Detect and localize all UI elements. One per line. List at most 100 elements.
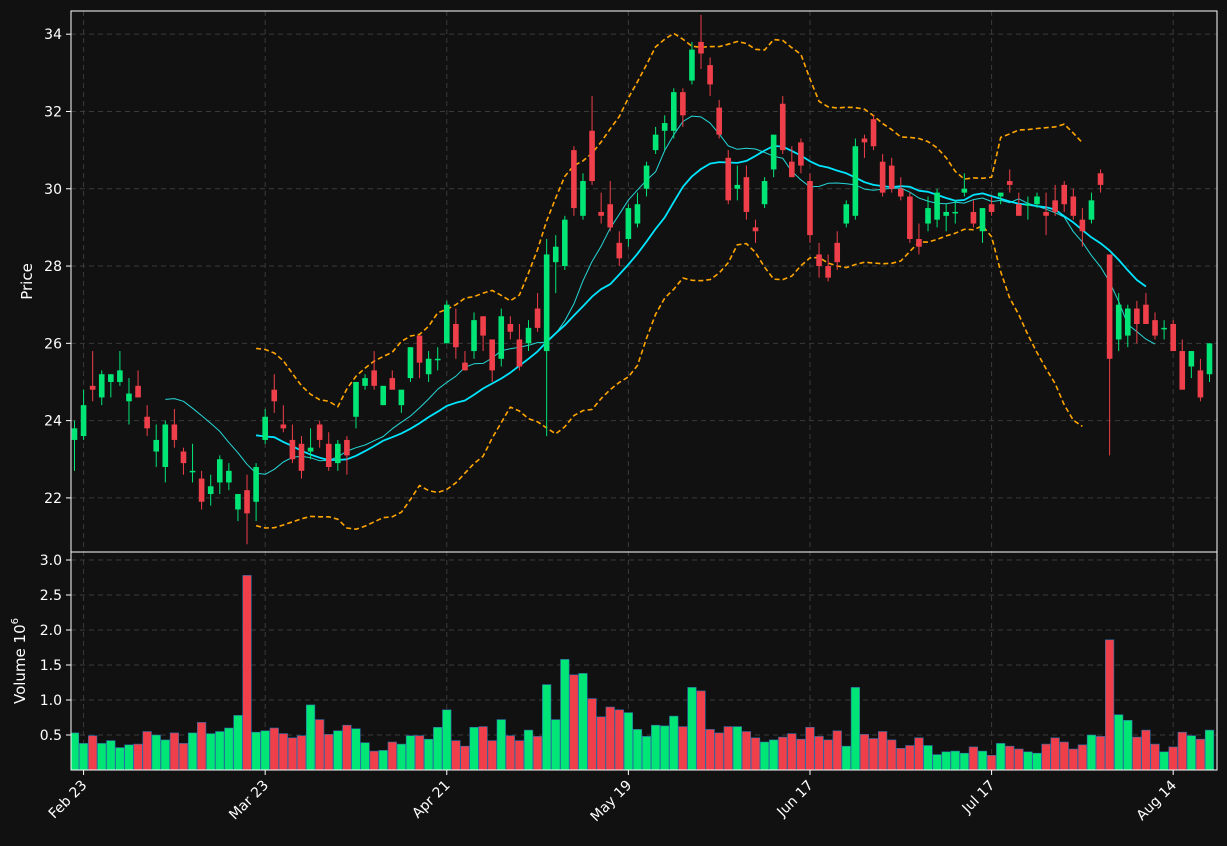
volume-bar [859, 733, 870, 770]
candle-body-down [1197, 370, 1204, 398]
volume-bar [560, 659, 570, 770]
candle-body-up [443, 304, 450, 344]
candle-body-up [362, 378, 368, 386]
volume-bar [914, 737, 924, 770]
candle-body-down [325, 443, 332, 467]
candle-body-down [798, 142, 804, 166]
volume-bar [623, 712, 633, 770]
volume-bar [569, 674, 579, 770]
candle-body-up [852, 146, 859, 216]
candle-body-down [198, 478, 205, 502]
volume-bar [287, 737, 298, 770]
candle-body-down [271, 389, 278, 402]
volume-bar [169, 732, 179, 770]
candle-body-down [807, 181, 813, 236]
candle-body-down [462, 362, 468, 371]
candle-body-up [162, 424, 169, 467]
candle-body-down [1134, 308, 1140, 325]
price-tick-label: 26 [44, 336, 62, 352]
candle-body-up [634, 204, 641, 224]
volume-bar [705, 729, 715, 770]
volume-bar [887, 739, 897, 770]
candle-body-up [307, 447, 314, 452]
candle-body-down [870, 119, 877, 147]
candle-body-up [108, 374, 114, 382]
candle-body-down [480, 316, 486, 336]
volume-bar [433, 726, 443, 770]
candle-body-down [135, 385, 141, 398]
volume-bar [469, 726, 479, 770]
volume-bar [896, 747, 906, 770]
candle-body-up [398, 389, 405, 406]
volume-bar [868, 738, 879, 770]
candles [71, 14, 1213, 545]
candle-body-up [1206, 343, 1213, 375]
volume-bar [1032, 752, 1042, 770]
volume-bar [233, 715, 243, 770]
volume-bar [996, 743, 1006, 770]
candle-body-down [616, 242, 623, 259]
candle-body-down [1152, 320, 1158, 336]
candle-body-down [598, 211, 604, 216]
volume-bar [696, 690, 706, 770]
candle-body-up [117, 370, 123, 382]
candle-body-down [1097, 173, 1104, 185]
volume-bar [333, 730, 343, 770]
volume-bar [178, 743, 189, 770]
candle-body-down [716, 107, 722, 135]
candle-body-down [879, 161, 886, 193]
candle-body-down [571, 150, 577, 209]
candle-body-up [253, 466, 259, 502]
volume-tick-label: 1.0 [40, 693, 62, 709]
candle-body-up [262, 416, 268, 440]
candle-body-up [552, 246, 559, 263]
volume-tick-label: 1.5 [40, 658, 62, 674]
volume-bar [197, 722, 207, 770]
volume-bar [496, 719, 506, 770]
candle-body-up [1034, 196, 1040, 205]
volume-bar [823, 739, 833, 770]
volume-bar [324, 733, 334, 770]
volume-tick-label: 3.0 [40, 553, 62, 569]
candle-body-up [1124, 308, 1131, 336]
volume-bar [1204, 729, 1215, 770]
volume-bar [787, 733, 797, 770]
volume-bar [315, 719, 325, 770]
volume-bar [351, 728, 361, 770]
candle-body-up [625, 208, 632, 239]
volume-bar [97, 743, 107, 770]
volume-bar [1041, 743, 1051, 770]
candle-body-down [1052, 200, 1058, 212]
candle-body-down [725, 157, 732, 201]
volume-bar [741, 731, 752, 770]
volume-bar [923, 745, 933, 770]
volume-bar [941, 751, 951, 770]
candle-body-up [525, 327, 532, 344]
candle-body-down [988, 204, 995, 212]
volume-bar [1014, 748, 1024, 770]
volume-bar [106, 740, 116, 770]
candle-body-down [389, 378, 396, 390]
candle-body-up [353, 381, 359, 417]
volume-bar [387, 741, 397, 770]
candle-body-up [943, 211, 949, 216]
candle-body-down [834, 242, 841, 263]
candle-body-down [707, 65, 713, 85]
volume-bar [669, 715, 679, 770]
candle-body-down [825, 266, 831, 278]
price-tick-label: 22 [44, 491, 62, 507]
candle-body-up [670, 92, 677, 131]
price-tick-label: 24 [44, 414, 62, 430]
volume-bar [551, 719, 561, 770]
volume-bar [1132, 736, 1142, 770]
candle-body-down [1043, 211, 1049, 216]
volume-bar [514, 740, 525, 770]
candle-body-down [1143, 304, 1149, 325]
price-tick-label: 32 [44, 104, 62, 120]
candle-body-up [562, 219, 568, 267]
candle-body-down [888, 165, 895, 189]
volume-bar [78, 743, 89, 770]
volume-bar [305, 704, 316, 770]
candle-body-down [371, 370, 377, 386]
